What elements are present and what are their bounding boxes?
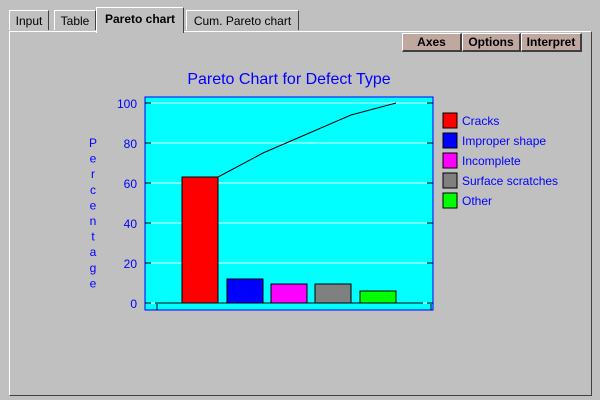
interpret-button[interactable]: Interpret bbox=[521, 33, 582, 52]
legend-label: Incomplete bbox=[462, 154, 521, 168]
y-tick-label: 60 bbox=[124, 177, 138, 191]
y-axis-label-char: e bbox=[90, 152, 97, 166]
tab-strip: Input Table Pareto chart Cum. Pareto cha… bbox=[0, 0, 600, 34]
y-tick-label: 0 bbox=[130, 297, 137, 311]
legend-swatch-improper-shape bbox=[442, 132, 458, 149]
bar-improper-shape bbox=[226, 278, 264, 304]
y-tick-label: 100 bbox=[117, 97, 137, 111]
legend-label: Cracks bbox=[462, 114, 499, 128]
tab-pareto-chart[interactable]: Pareto chart bbox=[96, 7, 184, 33]
cumulative-line bbox=[217, 102, 397, 178]
options-button[interactable]: Options bbox=[462, 33, 521, 52]
bar-cracks bbox=[181, 176, 219, 304]
y-axis-label-char: n bbox=[90, 214, 97, 228]
y-axis-label-char: t bbox=[91, 230, 95, 244]
legend-swatch-surface-scratches bbox=[442, 172, 458, 189]
y-axis-label-char: e bbox=[90, 276, 97, 290]
y-axis-label-char: g bbox=[90, 261, 97, 275]
y-axis-label-char: P bbox=[89, 136, 97, 150]
y-axis-label-char: e bbox=[90, 198, 97, 212]
chart-title: Pareto Chart for Defect Type bbox=[187, 71, 390, 88]
y-tick-label: 20 bbox=[124, 257, 138, 271]
tab-cum-pareto-chart[interactable]: Cum. Pareto chart bbox=[186, 10, 299, 30]
legend-label: Other bbox=[462, 194, 492, 208]
axes-button[interactable]: Axes bbox=[402, 33, 462, 52]
y-axis-label-char: a bbox=[90, 245, 97, 259]
bar-surface-scratches bbox=[314, 283, 352, 304]
legend-label: Improper shape bbox=[462, 134, 546, 148]
y-axis-label-char: c bbox=[90, 183, 96, 197]
legend-label: Surface scratches bbox=[462, 174, 558, 188]
bar-incomplete bbox=[270, 283, 308, 304]
legend-swatch-cracks bbox=[442, 112, 458, 129]
tab-table[interactable]: Table bbox=[54, 10, 96, 30]
legend-swatch-incomplete bbox=[442, 152, 458, 169]
bar-other bbox=[359, 290, 397, 304]
legend-swatch-other bbox=[442, 192, 458, 209]
y-tick-label: 80 bbox=[124, 137, 138, 151]
tab-input[interactable]: Input bbox=[9, 10, 49, 30]
y-axis-label-char: r bbox=[91, 167, 95, 181]
y-tick-label: 40 bbox=[124, 217, 138, 231]
